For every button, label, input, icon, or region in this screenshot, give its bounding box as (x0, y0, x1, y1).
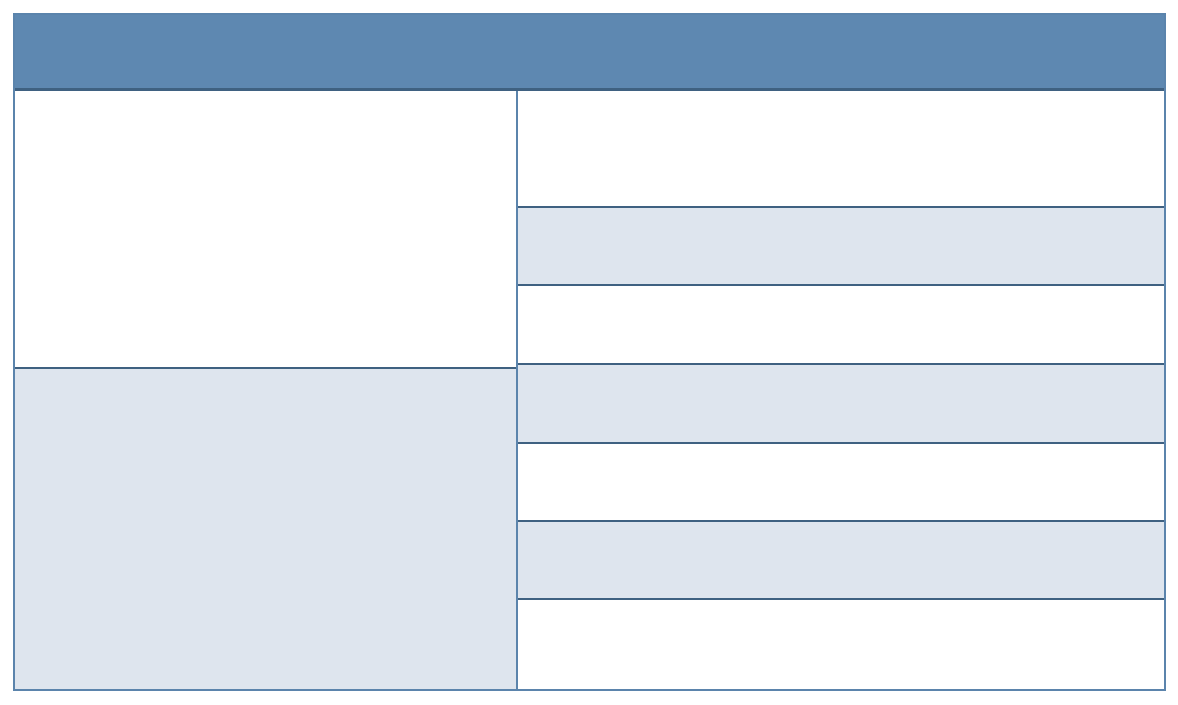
blank-table (13, 13, 1166, 691)
right-column-row-6[interactable] (518, 522, 1164, 600)
right-column-row-5[interactable] (518, 444, 1164, 522)
right-column-row-7[interactable] (518, 600, 1164, 689)
right-column-row-1[interactable] (518, 91, 1164, 208)
right-column-row-2[interactable] (518, 208, 1164, 286)
table-right-column (518, 91, 1164, 689)
table-left-column (15, 91, 518, 689)
left-column-cell-1[interactable] (15, 91, 516, 369)
left-column-cell-2[interactable] (15, 369, 516, 689)
table-header-cell[interactable] (15, 15, 1164, 91)
right-column-row-4[interactable] (518, 365, 1164, 444)
right-column-row-3[interactable] (518, 286, 1164, 365)
table-body (15, 91, 1164, 689)
